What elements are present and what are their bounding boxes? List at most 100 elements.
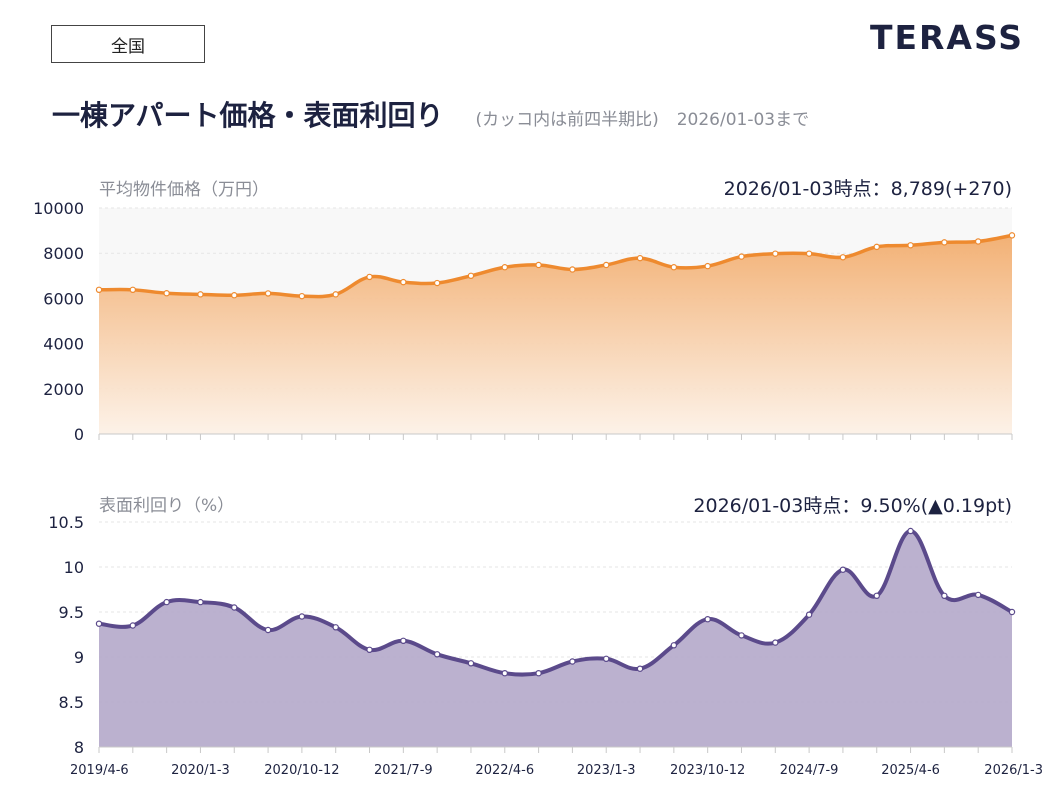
data-point — [264, 290, 272, 297]
x-tick-label: 2023/1-3 — [577, 763, 636, 778]
x-tick-label: 2024/7-9 — [780, 763, 839, 778]
data-point — [670, 642, 678, 649]
x-tick-label: 2020/1-3 — [171, 763, 230, 778]
data-point — [535, 670, 542, 677]
y-tick-label: 8.5 — [59, 693, 84, 712]
data-point — [163, 290, 170, 297]
data-point — [569, 658, 576, 665]
yield-chart: 表面利回り（%） 2026/01-03時点：9.50%(▲0.19pt) 8 8.… — [48, 495, 1043, 778]
x-axis-labels: 2019/4-6 2020/1-3 2020/10-12 2021/7-9 2022/4… — [70, 763, 1043, 778]
data-point — [569, 266, 576, 273]
data-point — [197, 598, 204, 606]
data-point — [264, 626, 272, 634]
data-point — [467, 272, 475, 279]
data-point — [433, 279, 441, 287]
y-tick-label: 8 — [74, 738, 84, 757]
price-points — [95, 232, 1016, 300]
data-point — [1008, 608, 1016, 616]
data-point — [839, 566, 847, 573]
data-point — [298, 613, 306, 620]
y-tick-label: 2000 — [43, 380, 84, 399]
data-point — [636, 665, 644, 672]
x-tick-label: 2026/1-3 — [984, 763, 1043, 778]
data-point — [163, 598, 170, 606]
data-point — [366, 273, 373, 281]
data-point — [535, 261, 542, 269]
terass-logo: TERASS — [869, 18, 1024, 57]
yield-x-ticks — [98, 747, 1013, 753]
page-title: 一棟アパート価格・表面利回り — [52, 99, 444, 132]
data-point — [805, 611, 813, 618]
x-tick-label: 2021/7-9 — [374, 763, 433, 778]
data-point — [772, 250, 779, 257]
region-badge[interactable]: 全国 — [51, 25, 205, 63]
data-point — [231, 292, 238, 299]
price-x-ticks — [98, 434, 1013, 440]
data-point — [129, 622, 137, 629]
x-tick-label: 2025/4-6 — [881, 763, 940, 778]
data-point — [941, 239, 948, 246]
data-point — [129, 286, 137, 294]
price-chart-title: 平均物件価格（万円） — [99, 180, 269, 200]
up-triangle-icon: ▲ — [928, 495, 943, 517]
data-point — [772, 639, 779, 646]
y-tick-label: 9 — [74, 648, 84, 667]
data-point — [873, 592, 880, 600]
data-point — [738, 253, 745, 260]
data-point — [603, 261, 610, 269]
data-point — [704, 262, 711, 270]
data-point — [873, 243, 880, 251]
data-point — [501, 670, 508, 677]
data-point — [907, 242, 914, 249]
data-point — [636, 254, 644, 262]
price-chart: 平均物件価格（万円） 2026/01-03時点：8,789(+270) 0 200… — [33, 178, 1016, 444]
region-label: 全国 — [111, 36, 145, 57]
x-tick-label: 2022/4-6 — [475, 763, 534, 778]
price-y-axis: 0 2000 4000 6000 8000 10000 — [33, 199, 84, 444]
yield-y-axis: 8 8.5 9 9.5 10 10.5 — [48, 513, 84, 757]
data-point — [805, 250, 813, 257]
data-point — [95, 286, 103, 294]
data-point — [603, 655, 610, 663]
x-tick-label: 2019/4-6 — [70, 763, 129, 778]
data-point — [400, 637, 407, 645]
data-point — [907, 527, 914, 535]
y-tick-label: 10.5 — [48, 513, 84, 532]
data-point — [231, 604, 238, 611]
data-point — [974, 238, 982, 245]
data-point — [95, 620, 103, 627]
data-point — [467, 660, 475, 667]
data-point — [1008, 232, 1016, 239]
data-point — [974, 591, 982, 599]
y-tick-label: 8000 — [43, 244, 84, 263]
yield-chart-title: 表面利回り（%） — [99, 496, 234, 516]
price-callout: 2026/01-03時点：8,789(+270) — [724, 178, 1012, 200]
as-of-date: 2026/01-03まで — [676, 110, 810, 130]
data-point — [704, 616, 711, 623]
yield-area — [99, 531, 1012, 747]
y-tick-label: 10 — [64, 558, 84, 577]
y-tick-label: 0 — [74, 425, 84, 444]
data-point — [670, 264, 678, 271]
data-point — [433, 651, 441, 658]
yield-points — [95, 527, 1016, 677]
y-tick-label: 6000 — [43, 289, 84, 308]
data-point — [332, 291, 339, 298]
data-point — [332, 624, 339, 631]
price-series-line — [98, 233, 1013, 299]
y-tick-label: 4000 — [43, 335, 84, 354]
data-point — [941, 592, 948, 600]
data-point — [738, 632, 745, 639]
y-tick-label: 10000 — [33, 199, 84, 218]
subtitle-note: (カッコ内は前四半期比) — [475, 110, 659, 130]
price-area — [99, 235, 1012, 434]
yield-callout-prefix: 2026/01-03時点：9.50%( — [693, 495, 928, 517]
data-point — [501, 264, 508, 271]
yield-series-line — [98, 529, 1013, 677]
data-point — [298, 292, 306, 300]
data-point — [366, 646, 373, 654]
y-tick-label: 9.5 — [59, 603, 84, 622]
x-tick-label: 2023/10-12 — [670, 763, 745, 778]
headline: 一棟アパート価格・表面利回り (カッコ内は前四半期比) 2026/01-03まで — [52, 94, 809, 134]
